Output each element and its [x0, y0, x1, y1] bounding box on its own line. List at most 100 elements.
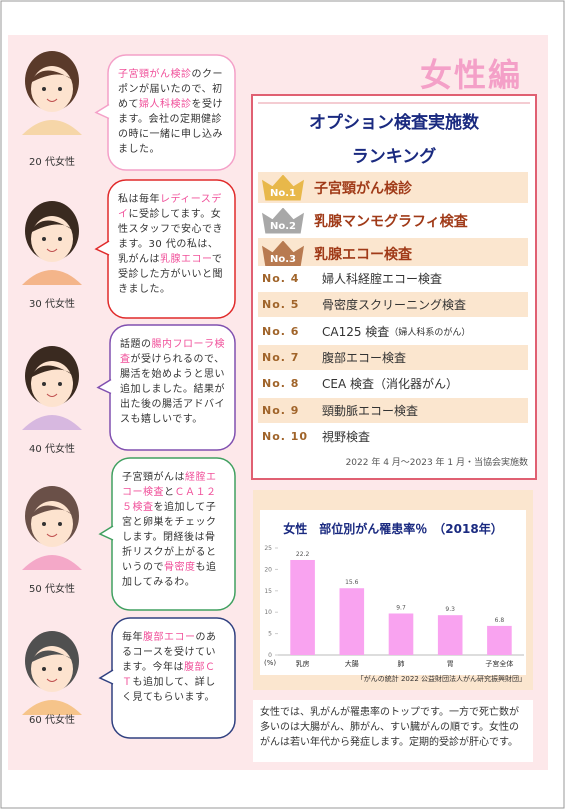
text-segment: 毎年	[122, 632, 143, 643]
rank: No. 4	[262, 272, 300, 285]
bar	[290, 559, 315, 655]
rank-crown: No.2	[262, 207, 304, 234]
text-segment: 腹部ＣＴ	[122, 662, 216, 688]
testimonial: 話題の腸内フローラ検査が受けられるので、腸活を始めようと思い追加しました。結果が…	[120, 337, 225, 427]
text-segment: 経腟エコー検査	[122, 472, 217, 498]
chart-title: 女性 部位別がん罹患率％ （2018年）	[283, 521, 502, 536]
ranking-row: No. 4 婦人科経腟エコー検査	[258, 266, 528, 291]
text-segment: のクーポンが届いたので、初めて	[118, 69, 223, 110]
testimonial: 子宮頸がん検診のクーポンが届いたので、初めて婦人科検診を受けます。会社の定期健診…	[118, 67, 225, 157]
test-name: 視野検査	[322, 429, 371, 444]
test-name: 婦人科経腟エコー検査	[322, 272, 443, 286]
bar	[388, 613, 414, 655]
rank: No. 10	[262, 429, 309, 443]
eye	[58, 382, 62, 386]
text-segment: 骨密度	[164, 562, 196, 573]
bubble-tail	[94, 240, 110, 256]
age-label: 50 代女性	[29, 584, 75, 595]
value-label: 9.3	[445, 606, 455, 613]
ranking-row: No.2 乳腺マンモグラフィ検査	[258, 205, 528, 236]
eye	[58, 667, 62, 671]
rank: No. 6	[262, 324, 300, 338]
body	[22, 700, 82, 715]
text-segment: に受診してます。女性スタッフで安心できます。30 代の私は、乳がんは	[118, 209, 223, 265]
text-segment: 腸内フローラ検査	[120, 339, 225, 365]
test-name: 頸動脈エコー検査	[322, 403, 419, 418]
text-segment: が受けられるので、腸活を始めようと思い追加しました。結果が出た後の腸活アドバイス…	[120, 354, 225, 425]
mouth	[46, 533, 58, 537]
text-segment: も追加して、詳しく見てもらいます。	[122, 677, 216, 703]
rank-crown: No.3	[262, 240, 304, 267]
x-tick-label: 大腸	[345, 659, 359, 668]
chart-source: 「がんの統計 2022 公益財団法人がん研究振興財団」	[356, 675, 526, 683]
test-note: （婦人科系のがん）	[389, 327, 471, 338]
rank: No. 8	[262, 377, 300, 391]
age-label: 40 代女性	[29, 444, 75, 455]
page-title: 女性編	[420, 56, 523, 94]
bubble-tail	[96, 378, 112, 395]
y-tick-label: 0	[268, 652, 272, 659]
age-label: 20 代女性	[29, 157, 75, 168]
test-name: 乳腺エコー検査	[314, 246, 412, 263]
eye	[58, 237, 62, 241]
rank-crown: No.1	[262, 174, 304, 201]
text-segment: 腹部エコー	[143, 632, 196, 643]
ranking-row: No.3 乳腺エコー検査	[258, 238, 528, 269]
text-segment: で受診した方がいいと聞きました。	[118, 254, 223, 295]
text-segment: 乳腺エコー	[160, 254, 212, 265]
text-segment: ＣＡ１２５検査	[122, 487, 217, 513]
bubble-tail	[94, 103, 110, 120]
ranking-row: No. 6 CA125 検査 （婦人科系のがん）	[258, 318, 528, 344]
ranking-row: No. 5 骨密度スクリーニング検査	[258, 292, 528, 318]
testimonial: 子宮頸がんは経腟エコー検査とＣＡ１２５検査を追加して子宮と卵巣をチェックします。…	[122, 470, 225, 590]
mouth	[46, 393, 58, 397]
eye	[42, 382, 46, 386]
eye	[42, 667, 46, 671]
ranking-row: No. 9 頸動脈エコー検査	[258, 397, 528, 423]
ranking-row: No. 7 腹部エコー検査	[258, 344, 528, 370]
bar	[487, 625, 512, 655]
summary: 女性では、乳がんが罹患率のトップです。一方で死亡数が多いのは大腸がん、肺がん、す…	[260, 707, 519, 748]
test-name: CA125 検査	[322, 324, 390, 339]
test-name: 腹部エコー検査	[322, 350, 407, 365]
body	[22, 555, 82, 570]
text-segment: 子宮頸がんは	[122, 472, 185, 483]
y-tick-label: 10	[264, 609, 272, 616]
testimonial: 私は毎年レディースデイに受診してます。女性スタッフで安心できます。30 代の私は…	[118, 192, 225, 297]
body	[22, 270, 82, 285]
text-segment: を追加して子宮と卵巣をチェックします。閉経後は骨折リスクが上がるというので	[122, 502, 217, 573]
mouth	[46, 248, 58, 252]
body	[22, 120, 82, 135]
rank: No. 7	[262, 350, 300, 364]
age-label: 30 代女性	[29, 299, 75, 310]
bubble-tail	[98, 669, 114, 685]
text-segment: 私は毎年	[118, 194, 160, 205]
y-axis-label: (%)	[264, 659, 276, 667]
fringe	[30, 70, 74, 83]
ranking-period: 2022 年 4 月～2023 年 1 月・当協会実施数	[345, 458, 528, 468]
text-segment: と	[164, 487, 175, 498]
summary-box	[253, 700, 533, 762]
y-tick-label: 25	[264, 545, 272, 552]
text-segment: 話題の	[120, 339, 152, 350]
y-tick-label: 15	[264, 588, 272, 595]
testimonial: 毎年腹部エコーのあるコースを受けています。今年は腹部ＣＴも追加して、詳しく見ても…	[122, 630, 225, 705]
ranking-row: No. 10 視野検査	[258, 423, 528, 449]
value-label: 9.7	[396, 604, 406, 611]
ranking-row: No.1 子宮頸がん検診	[258, 172, 528, 203]
text-segment: 婦人科検診	[139, 99, 192, 110]
value-label: 22.2	[296, 551, 310, 558]
x-tick-label: 肺	[398, 660, 405, 668]
mouth	[46, 98, 58, 102]
y-tick-label: 20	[264, 566, 272, 573]
text-segment: レディースデイ	[118, 194, 222, 220]
eye	[42, 87, 46, 91]
mouth	[46, 678, 58, 682]
bar	[437, 615, 463, 655]
text-segment: のあるコースを受けています。今年は	[122, 632, 217, 673]
eye	[42, 237, 46, 241]
y-tick-label: 5	[268, 631, 272, 638]
test-name: CEA 検査（消化器がん）	[322, 377, 458, 392]
text-segment: 子宮頸がん検診	[118, 69, 192, 80]
